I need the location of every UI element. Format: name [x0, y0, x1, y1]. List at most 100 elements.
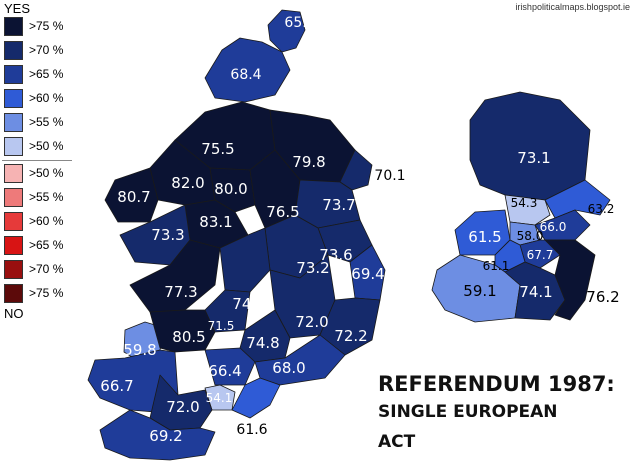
result-label: 82.0: [171, 174, 204, 192]
dublin-constituency-region: [504, 194, 551, 226]
result-label: 73.7: [322, 196, 355, 214]
result-label: 83.1: [199, 213, 232, 231]
constituency-region: [339, 149, 373, 191]
constituency-region: [204, 347, 256, 386]
legend-item-no-2: >55 %: [4, 187, 63, 207]
result-label: 76.5: [266, 203, 299, 221]
result-label: 73.2: [296, 259, 329, 277]
result-label: 59.1: [463, 282, 496, 300]
legend-swatch: [4, 16, 23, 36]
legend-item-no-1: >50 %: [4, 163, 63, 183]
constituency-region: [231, 377, 281, 419]
legend-swatch: [4, 88, 23, 108]
result-label: 68.0: [272, 359, 305, 377]
legend-swatch: [4, 259, 23, 279]
constituency-region: [267, 9, 306, 53]
legend-swatch: [4, 64, 23, 84]
legend-label: >60 %: [29, 91, 64, 105]
legend-item-no-5: >70 %: [4, 259, 63, 279]
result-label: 58.0: [517, 229, 544, 243]
legend-swatch: [4, 136, 23, 156]
legend-label: >55 %: [29, 190, 64, 204]
legend-item-yes-2: >70 %: [4, 40, 63, 60]
legend-swatch: [4, 283, 23, 303]
result-label: 54.1: [206, 391, 233, 405]
source-credit: irishpoliticalmaps.blogspot.ie: [515, 2, 630, 12]
result-label: 77.3: [164, 283, 197, 301]
result-label: 69.4: [351, 265, 384, 283]
constituency-region: [99, 409, 216, 461]
legend-item-no-4: >65 %: [4, 235, 63, 255]
result-label: 72.0: [166, 398, 199, 416]
map-title-line-3: ACT: [378, 432, 416, 452]
result-label: 73.1: [517, 149, 550, 167]
result-label: 74.5: [232, 295, 265, 313]
map-title-line-2: SINGLE EUROPEAN: [378, 402, 558, 422]
legend-item-yes-4: >60 %: [4, 88, 63, 108]
result-label: 72.0: [295, 313, 328, 331]
result-label: 76.2: [586, 288, 619, 306]
result-label: 65.4: [284, 15, 315, 31]
ireland-map: [87, 9, 386, 461]
result-label: 79.8: [292, 153, 325, 171]
legend-swatch: [4, 235, 23, 255]
legend-label: >75 %: [29, 286, 64, 300]
legend-item-yes-3: >65 %: [4, 64, 63, 84]
legend-no-heading: NO: [4, 306, 24, 321]
result-label: 70.1: [374, 168, 405, 184]
result-label: 74.1: [519, 283, 552, 301]
legend-label: >50 %: [29, 139, 64, 153]
constituency-region: [349, 244, 386, 301]
legend-label: >50 %: [29, 166, 64, 180]
result-label: 72.2: [334, 327, 367, 345]
legend-label: >75 %: [29, 19, 64, 33]
legend-label: >70 %: [29, 262, 64, 276]
legend-item-no-3: >60 %: [4, 211, 63, 231]
result-label: 59.8: [123, 341, 156, 359]
result-label: 68.4: [230, 67, 261, 83]
result-label: 61.5: [468, 228, 501, 246]
result-label: 74.8: [246, 334, 279, 352]
constituency-region: [204, 37, 291, 103]
result-label: 80.0: [214, 180, 247, 198]
constituency-region: [104, 167, 159, 223]
legend-swatch: [4, 211, 23, 231]
result-label: 66.0: [540, 220, 567, 234]
result-label: 71.5: [208, 319, 235, 333]
dublin-constituency-region: [469, 91, 591, 201]
result-labels: 65.4 68.4 75.5 79.8 70.1 82.0 80.7 80.0 76.5 73.7…: [100, 15, 619, 445]
constituency-region: [209, 167, 256, 213]
dublin-constituency-region: [544, 239, 596, 321]
legend-swatch: [4, 163, 23, 183]
legend-item-yes-5: >55 %: [4, 112, 63, 132]
legend-divider: [2, 160, 72, 161]
legend-yes-heading: YES: [4, 1, 31, 16]
result-label: 61.6: [236, 422, 267, 438]
result-label: 66.4: [208, 362, 241, 380]
result-label: 80.7: [117, 188, 150, 206]
legend-label: >65 %: [29, 67, 64, 81]
result-label: 67.7: [527, 248, 554, 262]
legend-swatch: [4, 112, 23, 132]
legend-label: >70 %: [29, 43, 64, 57]
result-label: 66.7: [100, 377, 133, 395]
result-label: 73.3: [151, 226, 184, 244]
constituency-region: [149, 309, 216, 353]
result-label: 75.5: [201, 140, 234, 158]
legend-item-no-6: >75 %: [4, 283, 63, 303]
legend-label: >55 %: [29, 115, 64, 129]
legend-item-yes-6: >50 %: [4, 136, 63, 156]
legend-item-yes-1: >75 %: [4, 16, 63, 36]
result-label: 61.1: [483, 259, 510, 273]
map-title-line-1: REFERENDUM 1987:: [378, 372, 615, 396]
legend-label: >65 %: [29, 238, 64, 252]
dublin-inset-map: [431, 91, 611, 323]
result-label: 63.2: [588, 202, 615, 216]
legend-swatch: [4, 187, 23, 207]
result-label: 54.3: [511, 196, 538, 210]
result-label: 80.5: [172, 328, 205, 346]
result-label: 73.6: [319, 246, 352, 264]
result-label: 69.2: [149, 427, 182, 445]
legend-label: >60 %: [29, 214, 64, 228]
